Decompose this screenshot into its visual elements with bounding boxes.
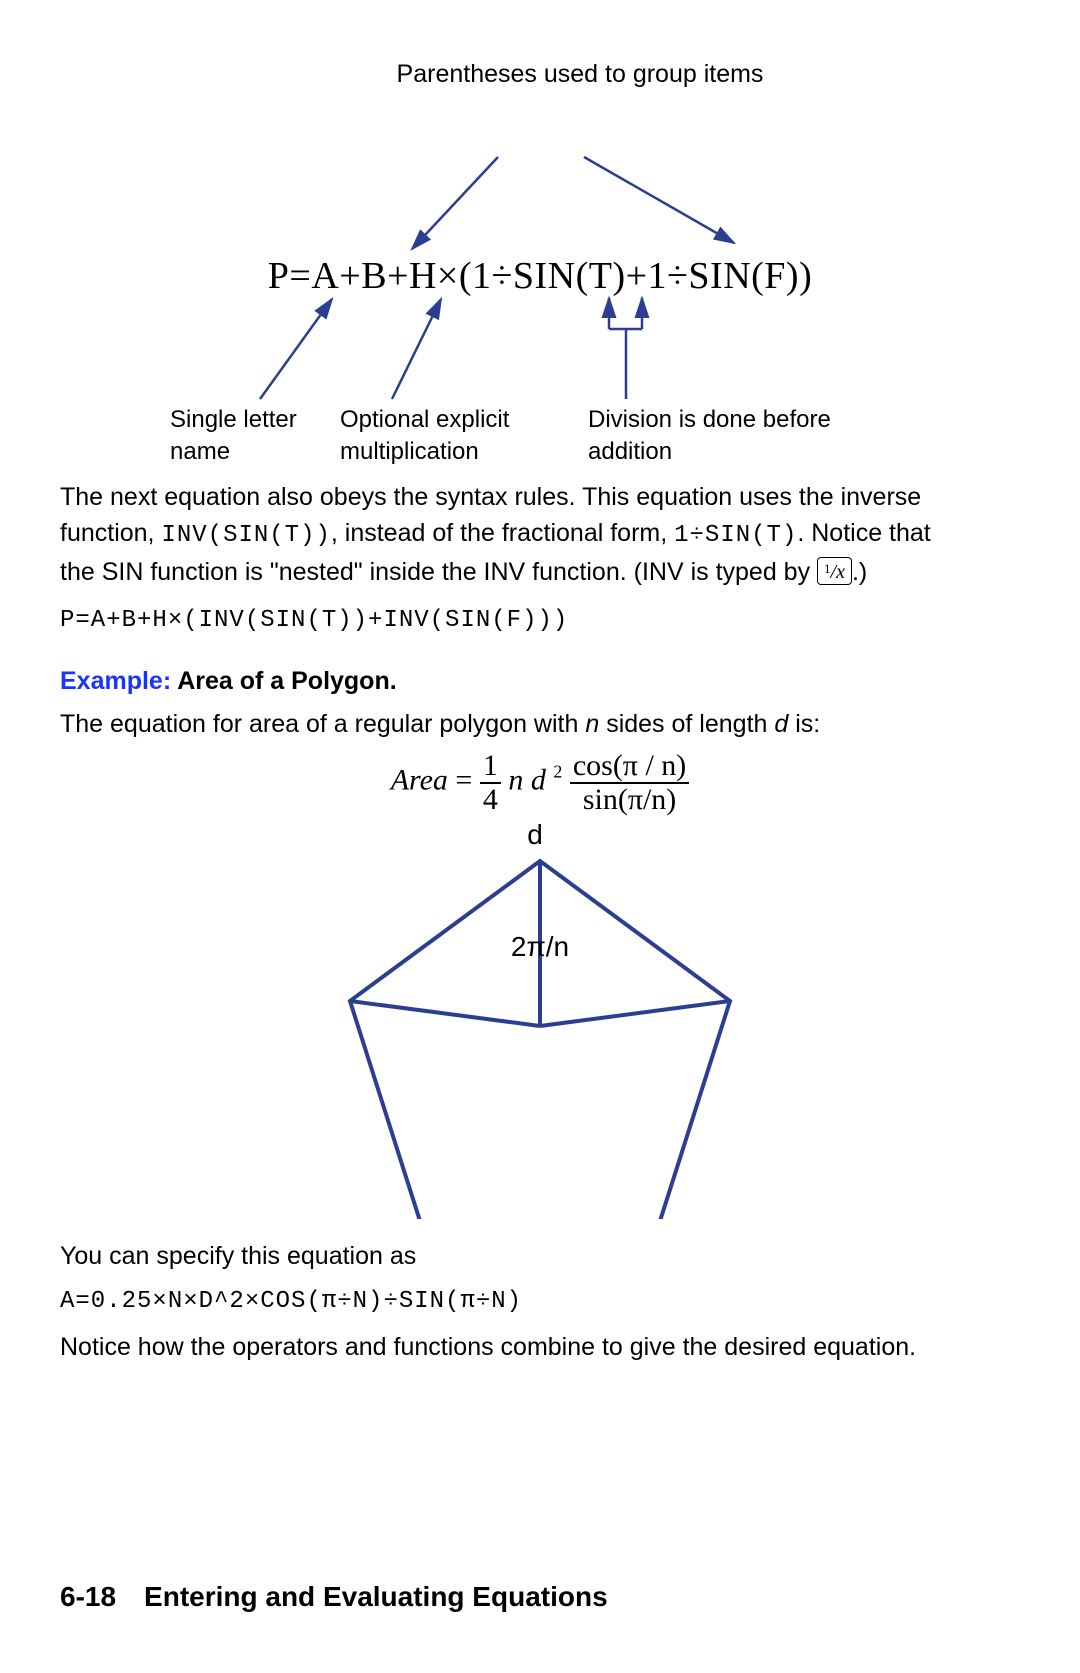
parentheses-caption: Parentheses used to group items (140, 60, 1020, 89)
label-single-letter: Single letter name (170, 404, 297, 469)
area-frac1-top: 1 (480, 750, 501, 783)
label-division-before: Division is done before addition (588, 404, 831, 469)
label-single-letter-l2: name (170, 438, 230, 465)
example-heading: Example: Area of a Polygon. (60, 667, 1020, 696)
p2c: is: (788, 710, 820, 738)
label-optional-explicit-l2: multiplication (340, 438, 479, 465)
p1-l2b: , instead of the fractional form, (331, 519, 674, 547)
p2n: n (585, 710, 599, 738)
p2b: sides of length (599, 710, 774, 738)
area-n: n (508, 764, 523, 797)
label-division-before-l2: addition (588, 438, 672, 465)
p1-l2c: . Notice that (797, 519, 930, 547)
p2a: The equation for area of a regular polyg… (60, 710, 585, 738)
code-line-2: A=0.25×N×D^2×COS(π÷N)÷SIN(π÷N) (60, 1285, 1020, 1320)
example-title: Area of a Polygon. (171, 667, 397, 695)
pentagon-svg: d 2π/n (335, 819, 745, 1219)
area-equation: Area = 14 n d 2 cos(π / n)sin(π/n) (60, 750, 1020, 815)
main-equation: P=A+B+H×(1÷SIN(T)+1÷SIN(F)) (160, 254, 920, 298)
area-frac2-bot: sin(π/n) (570, 783, 689, 816)
p1-l2a: function, (60, 519, 161, 547)
area-frac1-bot: 4 (480, 783, 501, 816)
pentagon-label-angle: 2π/n (511, 931, 569, 962)
p2d: d (774, 710, 788, 738)
label-optional-explicit-l1: Optional explicit (340, 406, 509, 433)
footer-page: 6-18 (60, 1581, 116, 1612)
pentagon-diagram: d 2π/n (60, 819, 1020, 1224)
code-line-1: P=A+B+H×(INV(SIN(T))+INV(SIN(F))) (60, 604, 1020, 639)
pentagon-label-d: d (527, 819, 543, 850)
page-footer: 6-18 Entering and Evaluating Equations (60, 1581, 608, 1613)
paragraph-combine: Notice how the operators and functions c… (60, 1329, 1020, 1365)
p1-l3b: .) (852, 558, 867, 586)
inv-key-icon: 1/x (817, 557, 852, 585)
p1-l1: The next equation also obeys the syntax … (60, 483, 921, 511)
area-lhs: Area (391, 764, 448, 797)
p1-mono2: 1÷SIN(T) (674, 522, 797, 549)
label-division-before-l1: Division is done before (588, 406, 831, 433)
area-d: d (531, 764, 546, 797)
footer-title: Entering and Evaluating Equations (144, 1581, 608, 1612)
annotated-equation-diagram: P=A+B+H×(1÷SIN(T)+1÷SIN(F)) Single lette… (160, 99, 920, 459)
area-sq: 2 (553, 762, 562, 782)
example-prefix: Example: (60, 667, 171, 695)
paragraph-inverse-function: The next equation also obeys the syntax … (60, 479, 1020, 590)
paragraph-specify: You can specify this equation as (60, 1238, 1020, 1274)
p1-l3a: the SIN function is "nested" inside the … (60, 558, 817, 586)
label-optional-explicit: Optional explicit multiplication (340, 404, 509, 469)
p1-mono1: INV(SIN(T)) (161, 522, 330, 549)
area-frac2-top: cos(π / n) (570, 750, 689, 783)
label-single-letter-l1: Single letter (170, 406, 297, 433)
paragraph-polygon-intro: The equation for area of a regular polyg… (60, 706, 1020, 742)
